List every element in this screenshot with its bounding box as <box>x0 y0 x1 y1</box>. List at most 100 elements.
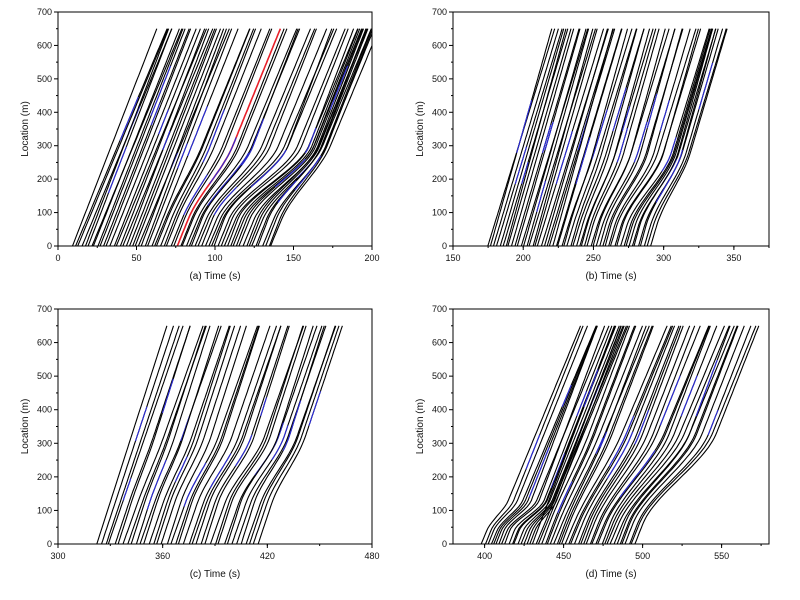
trajectory-line <box>535 325 627 544</box>
trajectory-line <box>492 28 559 246</box>
trajectory-line <box>531 325 615 544</box>
trajectory-line <box>507 28 572 246</box>
partial-segment <box>107 146 127 194</box>
trajectory-line <box>534 28 598 246</box>
trajectory-line <box>240 325 325 544</box>
y-tick-label: 600 <box>432 40 447 50</box>
trajectory-line <box>175 325 260 544</box>
partial-segment <box>304 127 317 154</box>
trajectory-line <box>257 28 367 246</box>
trajectory-line <box>148 325 230 544</box>
partial-segment <box>158 109 170 135</box>
trajectory-line <box>604 28 683 246</box>
trajectory-line <box>495 28 563 246</box>
trajectory-line <box>185 28 298 246</box>
trajectory-line <box>213 28 333 246</box>
partial-segment <box>680 375 698 417</box>
partial-segment <box>294 155 322 191</box>
partial-segment <box>516 99 533 154</box>
trajectory-line <box>236 325 327 544</box>
trajectory-line <box>204 325 290 544</box>
y-tick-label: 500 <box>432 371 447 381</box>
x-tick-label: 500 <box>635 551 650 561</box>
partial-segment <box>308 391 322 426</box>
trajectory-line <box>147 28 233 246</box>
partial-segment <box>282 400 302 451</box>
trajectory-line <box>165 28 262 246</box>
partial-segment <box>525 434 541 470</box>
y-tick-label: 100 <box>432 208 447 218</box>
trajectory-line <box>546 325 637 544</box>
trajectory-line <box>182 325 271 544</box>
trajectory-line <box>495 325 598 544</box>
trajectory-line <box>180 28 285 246</box>
trajectory-line <box>97 28 184 246</box>
trajectory-line <box>537 325 629 544</box>
trajectory-line <box>619 325 738 544</box>
x-axis-label: (c) Time (s) <box>190 569 241 580</box>
x-axis-label: (a) Time (s) <box>189 271 240 282</box>
partial-segment <box>521 162 529 185</box>
trajectory-line <box>139 325 222 544</box>
trajectory-line <box>528 28 597 246</box>
trajectory-line <box>246 28 365 246</box>
trajectory-line <box>217 325 307 544</box>
x-axis-label: (b) Time (s) <box>585 271 636 282</box>
partial-segment <box>633 121 648 163</box>
trajectory-line <box>599 28 676 246</box>
y-tick-label: 700 <box>37 304 52 314</box>
trajectory-line <box>592 28 666 246</box>
trajectory-line <box>631 28 717 246</box>
trajectory-line <box>561 325 654 544</box>
trajectory-line <box>650 28 728 246</box>
partial-segment <box>146 459 167 510</box>
y-tick-label: 300 <box>37 438 52 448</box>
trajectory-line <box>173 28 273 246</box>
x-tick-label: 200 <box>364 253 379 263</box>
trajectory-line <box>606 325 726 544</box>
x-tick-label: 350 <box>726 253 741 263</box>
trajectory-line <box>114 325 191 544</box>
partial-segment <box>655 149 684 203</box>
trajectory-line <box>595 325 710 544</box>
y-tick-label: 500 <box>432 74 447 84</box>
trajectory-line <box>480 325 582 544</box>
trajectory-line <box>549 325 644 544</box>
y-tick-label: 400 <box>37 107 52 117</box>
partial-segment <box>634 409 650 445</box>
trajectory-line <box>117 325 191 544</box>
partial-segment <box>329 65 349 110</box>
partial-segment <box>277 180 297 203</box>
y-tick-label: 0 <box>47 241 52 251</box>
partial-segment <box>557 481 573 514</box>
partial-segment <box>241 118 265 166</box>
trajectory-line <box>628 28 713 246</box>
partial-segment <box>536 180 547 213</box>
trajectory-line <box>137 28 230 246</box>
trajectory-line <box>633 28 714 246</box>
trajectory-line <box>188 28 301 246</box>
trajectory-line <box>105 28 192 246</box>
partial-segment <box>659 375 681 426</box>
trajectory-line <box>558 325 653 544</box>
partial-segment <box>550 453 566 489</box>
trajectory-line <box>71 28 158 246</box>
trajectory-line <box>616 28 699 246</box>
trajectory-line <box>510 28 575 246</box>
x-tick-label: 250 <box>586 253 601 263</box>
trajectory-line <box>99 28 186 246</box>
trajectory-line <box>541 325 631 544</box>
trajectory-line <box>553 325 650 544</box>
trajectory-line <box>103 28 190 246</box>
trajectory-line <box>197 28 316 246</box>
trajectory-line <box>638 28 719 246</box>
trajectory-line <box>200 325 289 544</box>
partial-segment <box>541 124 552 154</box>
trajectory-line <box>181 28 288 246</box>
y-tick-label: 100 <box>37 208 52 218</box>
y-tick-label: 300 <box>432 438 447 448</box>
trajectory-line <box>92 28 180 246</box>
partial-segment <box>134 406 148 442</box>
trajectory-line <box>166 325 247 544</box>
